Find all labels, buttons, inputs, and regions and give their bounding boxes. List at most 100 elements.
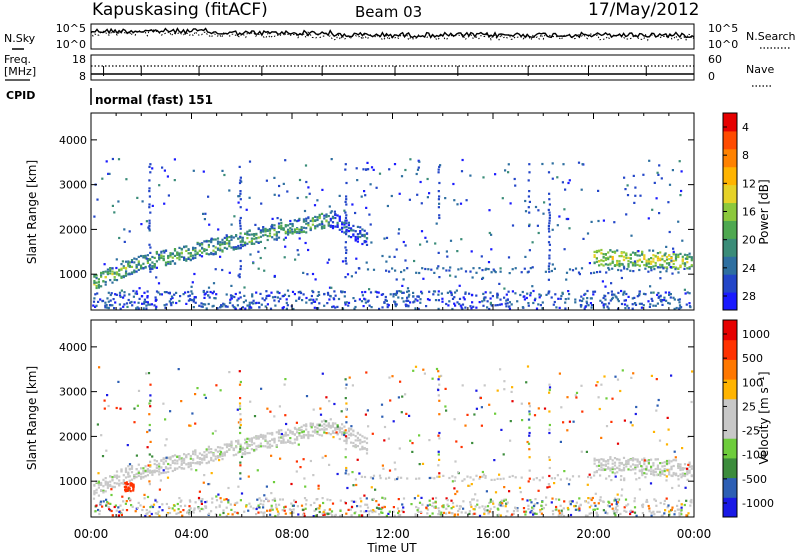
data-cell	[232, 246, 235, 249]
data-cell	[604, 510, 607, 513]
data-cell	[415, 172, 418, 176]
data-cell	[240, 455, 244, 458]
data-cell	[133, 270, 136, 273]
data-cell	[539, 510, 542, 513]
data-cell	[617, 291, 620, 294]
data-cell	[305, 180, 308, 184]
data-cell	[281, 498, 284, 501]
data-cell	[98, 512, 101, 516]
data-cell	[668, 462, 671, 465]
data-cell	[146, 301, 149, 304]
data-cell	[148, 243, 151, 246]
noise-right-tick-bottom: 10^0	[708, 38, 738, 51]
data-cell	[239, 307, 242, 311]
data-cell	[158, 462, 161, 465]
data-cell	[298, 434, 301, 437]
data-cell	[643, 257, 646, 260]
data-cell	[472, 267, 475, 270]
data-cell	[679, 306, 682, 309]
data-cell	[388, 270, 391, 273]
data-cell	[230, 446, 233, 449]
data-cell	[114, 301, 117, 304]
data-cell	[149, 211, 152, 214]
data-cell	[488, 231, 491, 235]
data-cell	[383, 237, 386, 240]
data-cell	[331, 227, 335, 230]
data-cell	[154, 307, 158, 310]
data-cell	[437, 251, 440, 254]
data-cell	[643, 264, 646, 267]
data-cell	[458, 302, 461, 306]
data-cell	[151, 267, 154, 270]
data-cell	[155, 276, 158, 279]
data-cell	[192, 461, 195, 464]
data-cell	[686, 473, 689, 476]
data-cell	[464, 292, 467, 295]
data-cell	[246, 232, 249, 235]
data-cell	[650, 291, 653, 294]
data-cell	[248, 160, 252, 163]
data-cell	[363, 240, 366, 243]
data-cell	[375, 500, 378, 503]
data-cell	[93, 484, 96, 487]
data-cell	[297, 219, 300, 222]
data-cell	[394, 468, 397, 471]
data-cell	[402, 291, 405, 294]
data-cell	[616, 261, 619, 264]
data-cell	[347, 301, 351, 304]
data-cell	[426, 196, 429, 199]
data-cell	[149, 383, 152, 386]
data-cell	[122, 474, 125, 477]
data-cell	[496, 389, 499, 392]
data-cell	[437, 450, 440, 453]
data-cell	[146, 296, 149, 299]
colorbar-swatch-0	[723, 497, 737, 518]
data-cell	[323, 226, 326, 229]
data-cell	[148, 219, 151, 222]
data-cell	[297, 291, 300, 294]
data-cell	[225, 446, 229, 449]
data-cell	[182, 293, 185, 296]
data-cell	[166, 476, 170, 479]
data-cell	[523, 267, 526, 270]
data-cell	[314, 431, 317, 434]
data-cell	[660, 177, 663, 180]
data-cell	[382, 467, 385, 470]
data-cell	[683, 288, 686, 291]
data-cell	[176, 459, 179, 462]
data-cell	[137, 474, 140, 478]
data-cell	[227, 501, 230, 504]
data-cell	[437, 394, 440, 397]
data-cell	[289, 441, 292, 444]
data-cell	[345, 301, 348, 304]
data-cell	[113, 486, 116, 489]
data-cell	[677, 466, 680, 469]
data-cell	[559, 504, 562, 507]
data-cell	[169, 262, 172, 265]
data-cell	[607, 292, 610, 295]
cpid-mode: normal (fast) 151	[95, 93, 213, 107]
data-cell	[640, 465, 643, 468]
data-cell	[250, 439, 253, 442]
data-cell	[641, 253, 644, 256]
data-cell	[188, 505, 191, 508]
data-cell	[338, 431, 341, 434]
data-cell	[123, 228, 126, 231]
data-cell	[498, 303, 501, 306]
data-cell	[602, 464, 605, 467]
data-cell	[417, 494, 420, 497]
colorbar-swatch-7	[723, 166, 737, 186]
data-cell	[110, 509, 113, 513]
data-cell	[341, 290, 344, 293]
data-cell	[616, 378, 620, 381]
data-cell	[296, 230, 299, 233]
data-cell	[512, 512, 515, 515]
data-cell	[677, 253, 680, 256]
noise-left-tick-bottom: 10^0	[56, 38, 86, 51]
data-cell	[685, 514, 688, 517]
data-cell	[438, 202, 441, 205]
data-cell	[384, 295, 387, 299]
data-cell	[368, 213, 371, 216]
data-cell	[602, 259, 605, 263]
data-cell	[520, 476, 523, 479]
